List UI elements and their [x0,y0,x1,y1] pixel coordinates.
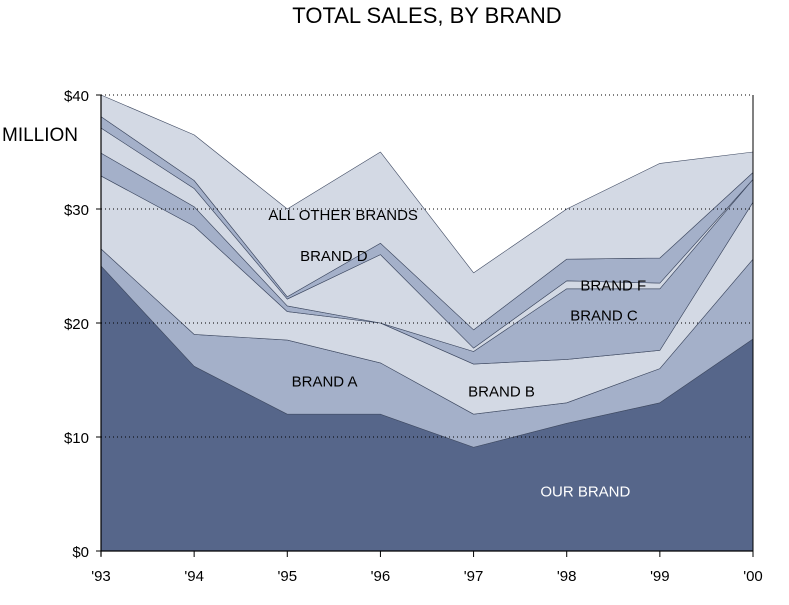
x-tick-label: '96 [371,568,391,585]
y-tick-label: $40 [64,88,89,105]
x-tick-label: '93 [91,568,111,585]
gridlines [101,94,753,438]
y-tick-label: $0 [72,544,89,561]
x-tick-label: '94 [184,568,204,585]
x-tick-label: '99 [650,568,670,585]
series-label-brand-f: BRAND F [580,277,646,294]
y-tick-label: $10 [64,430,89,447]
series-label-all-other-brands: ALL OTHER BRANDS [268,207,417,224]
series-labels: OUR BRAND BRAND A BRAND B BRAND C BRAND F BRA… [268,207,646,500]
axes [96,94,754,557]
area-series-group [100,94,754,552]
x-tick-label: '98 [557,568,577,585]
series-label-brand-a: BRAND A [292,374,358,391]
series-label-brand-c: BRAND C [570,308,638,325]
chart-title: TOTAL SALES, BY BRAND [292,3,561,28]
x-tick-label: '95 [278,568,298,585]
series-label-our-brand: OUR BRAND [540,484,630,501]
series-label-brand-b: BRAND B [468,384,535,401]
x-tick-label: '00 [743,568,763,585]
tick-labels: $0 $10 $20 $30 $40 '93 '94 '95 '96 '97 '98 '99 '00 [64,88,763,585]
y-tick-label: $30 [64,202,89,219]
y-tick-label: $20 [64,316,89,333]
x-tick-label: '97 [464,568,484,585]
y-axis-unit-label: MILLION [2,125,78,146]
series-label-brand-d: BRAND D [300,248,368,265]
